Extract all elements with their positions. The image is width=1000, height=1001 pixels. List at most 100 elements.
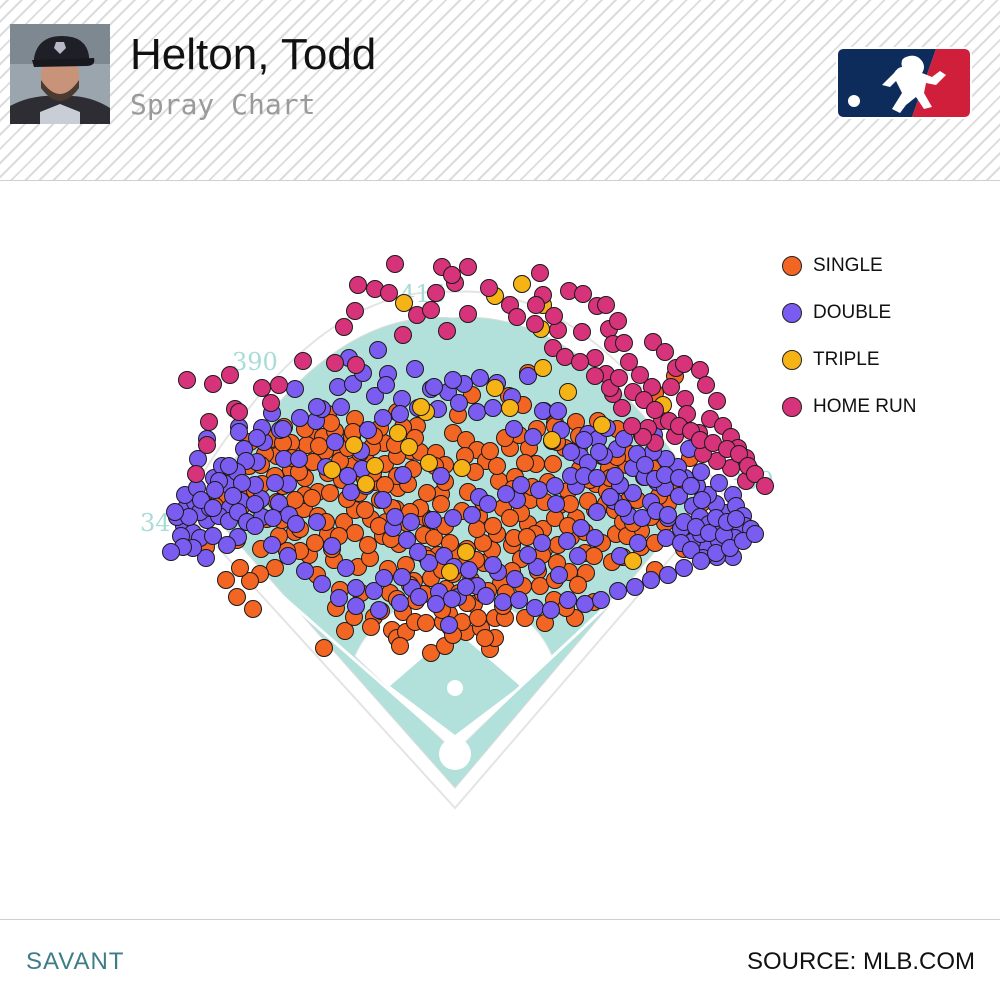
- triple-point: [624, 552, 642, 570]
- double-point: [290, 450, 308, 468]
- home-run-point: [270, 376, 288, 394]
- double-point: [614, 499, 632, 517]
- home-run-point: [349, 276, 367, 294]
- header-banner: [0, 0, 1000, 181]
- single-point: [303, 489, 321, 507]
- home-run-point: [545, 307, 563, 325]
- double-point: [425, 378, 443, 396]
- legend-label-single: SINGLE: [813, 255, 883, 276]
- double-point: [526, 599, 544, 617]
- home-run-point: [335, 318, 353, 336]
- double-point: [572, 519, 590, 537]
- home-run-point: [422, 301, 440, 319]
- home-run-point: [676, 390, 694, 408]
- double-point: [562, 443, 580, 461]
- double-point: [263, 536, 281, 554]
- double-point: [505, 420, 523, 438]
- single-point: [476, 629, 494, 647]
- double-point: [682, 477, 700, 495]
- single-point: [310, 437, 328, 455]
- single-point: [418, 484, 436, 502]
- triple-point: [412, 398, 430, 416]
- double-point: [569, 547, 587, 565]
- home-run-point: [644, 333, 662, 351]
- legend-swatch-single: [782, 256, 802, 276]
- double-point: [443, 590, 461, 608]
- home-run-point: [631, 366, 649, 384]
- double-point: [370, 601, 388, 619]
- double-point: [427, 595, 445, 613]
- double-point: [693, 491, 711, 509]
- double-point: [670, 487, 688, 505]
- double-point: [550, 566, 568, 584]
- spray-chart-svg: 347 390 415 350: [140, 255, 774, 810]
- double-point: [391, 594, 409, 612]
- double-point: [588, 469, 606, 487]
- double-point: [330, 589, 348, 607]
- mlb-logo-icon: [836, 47, 972, 119]
- home-plate-area: [439, 738, 471, 770]
- double-point: [524, 428, 542, 446]
- home-run-point: [198, 436, 216, 454]
- single-point: [306, 534, 324, 552]
- double-point: [588, 503, 606, 521]
- single-point: [585, 547, 603, 565]
- double-point: [530, 481, 548, 499]
- legend-item-home-run: HOME RUN: [782, 393, 982, 440]
- home-run-point: [610, 369, 628, 387]
- legend-swatch-home-run: [782, 397, 802, 417]
- spray-chart-area: 347 390 415 350: [0, 180, 1000, 920]
- home-run-point: [178, 371, 196, 389]
- double-point: [375, 569, 393, 587]
- home-run-point: [573, 323, 591, 341]
- double-point: [424, 511, 442, 529]
- triple-point: [395, 294, 413, 312]
- home-run-point: [380, 284, 398, 302]
- triple-point: [543, 431, 561, 449]
- home-run-point: [326, 354, 344, 372]
- home-run-point: [347, 356, 365, 374]
- double-point: [286, 380, 304, 398]
- double-point: [275, 450, 293, 468]
- home-run-point: [574, 285, 592, 303]
- home-run-point: [746, 465, 764, 483]
- single-point: [481, 442, 499, 460]
- double-point: [460, 561, 478, 579]
- single-point: [356, 501, 374, 519]
- legend-label-double: DOUBLE: [813, 302, 892, 323]
- single-point: [516, 454, 534, 472]
- double-point: [347, 579, 365, 597]
- chart-legend: SINGLE DOUBLE TRIPLE HOME RUN: [782, 252, 982, 440]
- double-point: [636, 456, 654, 474]
- double-point: [626, 578, 644, 596]
- double-point: [287, 515, 305, 533]
- double-point: [410, 588, 428, 606]
- double-point: [339, 467, 357, 485]
- double-point: [402, 513, 420, 531]
- home-run-point: [200, 413, 218, 431]
- single-point: [569, 576, 587, 594]
- double-point: [659, 566, 677, 584]
- home-run-point: [691, 361, 709, 379]
- double-point: [659, 506, 677, 524]
- single-point: [228, 588, 246, 606]
- home-run-point: [643, 378, 661, 396]
- single-point: [362, 618, 380, 636]
- double-point: [274, 420, 292, 438]
- triple-point: [389, 424, 407, 442]
- double-point: [337, 559, 355, 577]
- savant-link[interactable]: SAVANT: [26, 948, 125, 975]
- home-run-point: [386, 255, 404, 273]
- double-point: [606, 467, 624, 485]
- single-point: [417, 614, 435, 632]
- double-point: [546, 477, 564, 495]
- home-run-point: [586, 367, 604, 385]
- legend-label-triple: TRIPLE: [813, 349, 880, 370]
- player-name: Helton, Todd: [130, 30, 377, 79]
- triple-point: [501, 399, 519, 417]
- single-point: [231, 559, 249, 577]
- home-run-point: [756, 477, 774, 495]
- home-run-point: [730, 445, 748, 463]
- triple-point: [366, 457, 384, 475]
- double-point: [534, 402, 552, 420]
